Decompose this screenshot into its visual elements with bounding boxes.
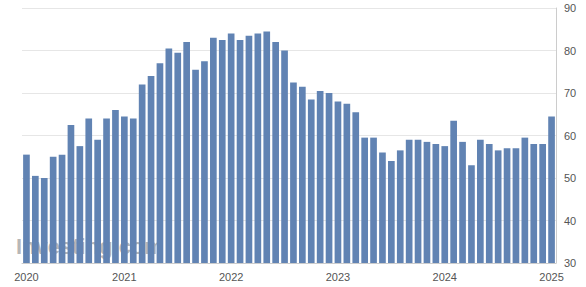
svg-text:2022: 2022 xyxy=(219,271,243,283)
svg-text:30: 30 xyxy=(564,257,576,269)
svg-text:90: 90 xyxy=(564,2,576,14)
svg-text:70: 70 xyxy=(564,87,576,99)
svg-text:2020: 2020 xyxy=(14,271,38,283)
svg-text:2024: 2024 xyxy=(433,271,457,283)
svg-text:80: 80 xyxy=(564,45,576,57)
svg-text:2021: 2021 xyxy=(112,271,136,283)
svg-text:2023: 2023 xyxy=(326,271,350,283)
svg-text:40: 40 xyxy=(564,215,576,227)
svg-text:60: 60 xyxy=(564,130,576,142)
svg-text:50: 50 xyxy=(564,172,576,184)
svg-text:2025: 2025 xyxy=(539,271,563,283)
